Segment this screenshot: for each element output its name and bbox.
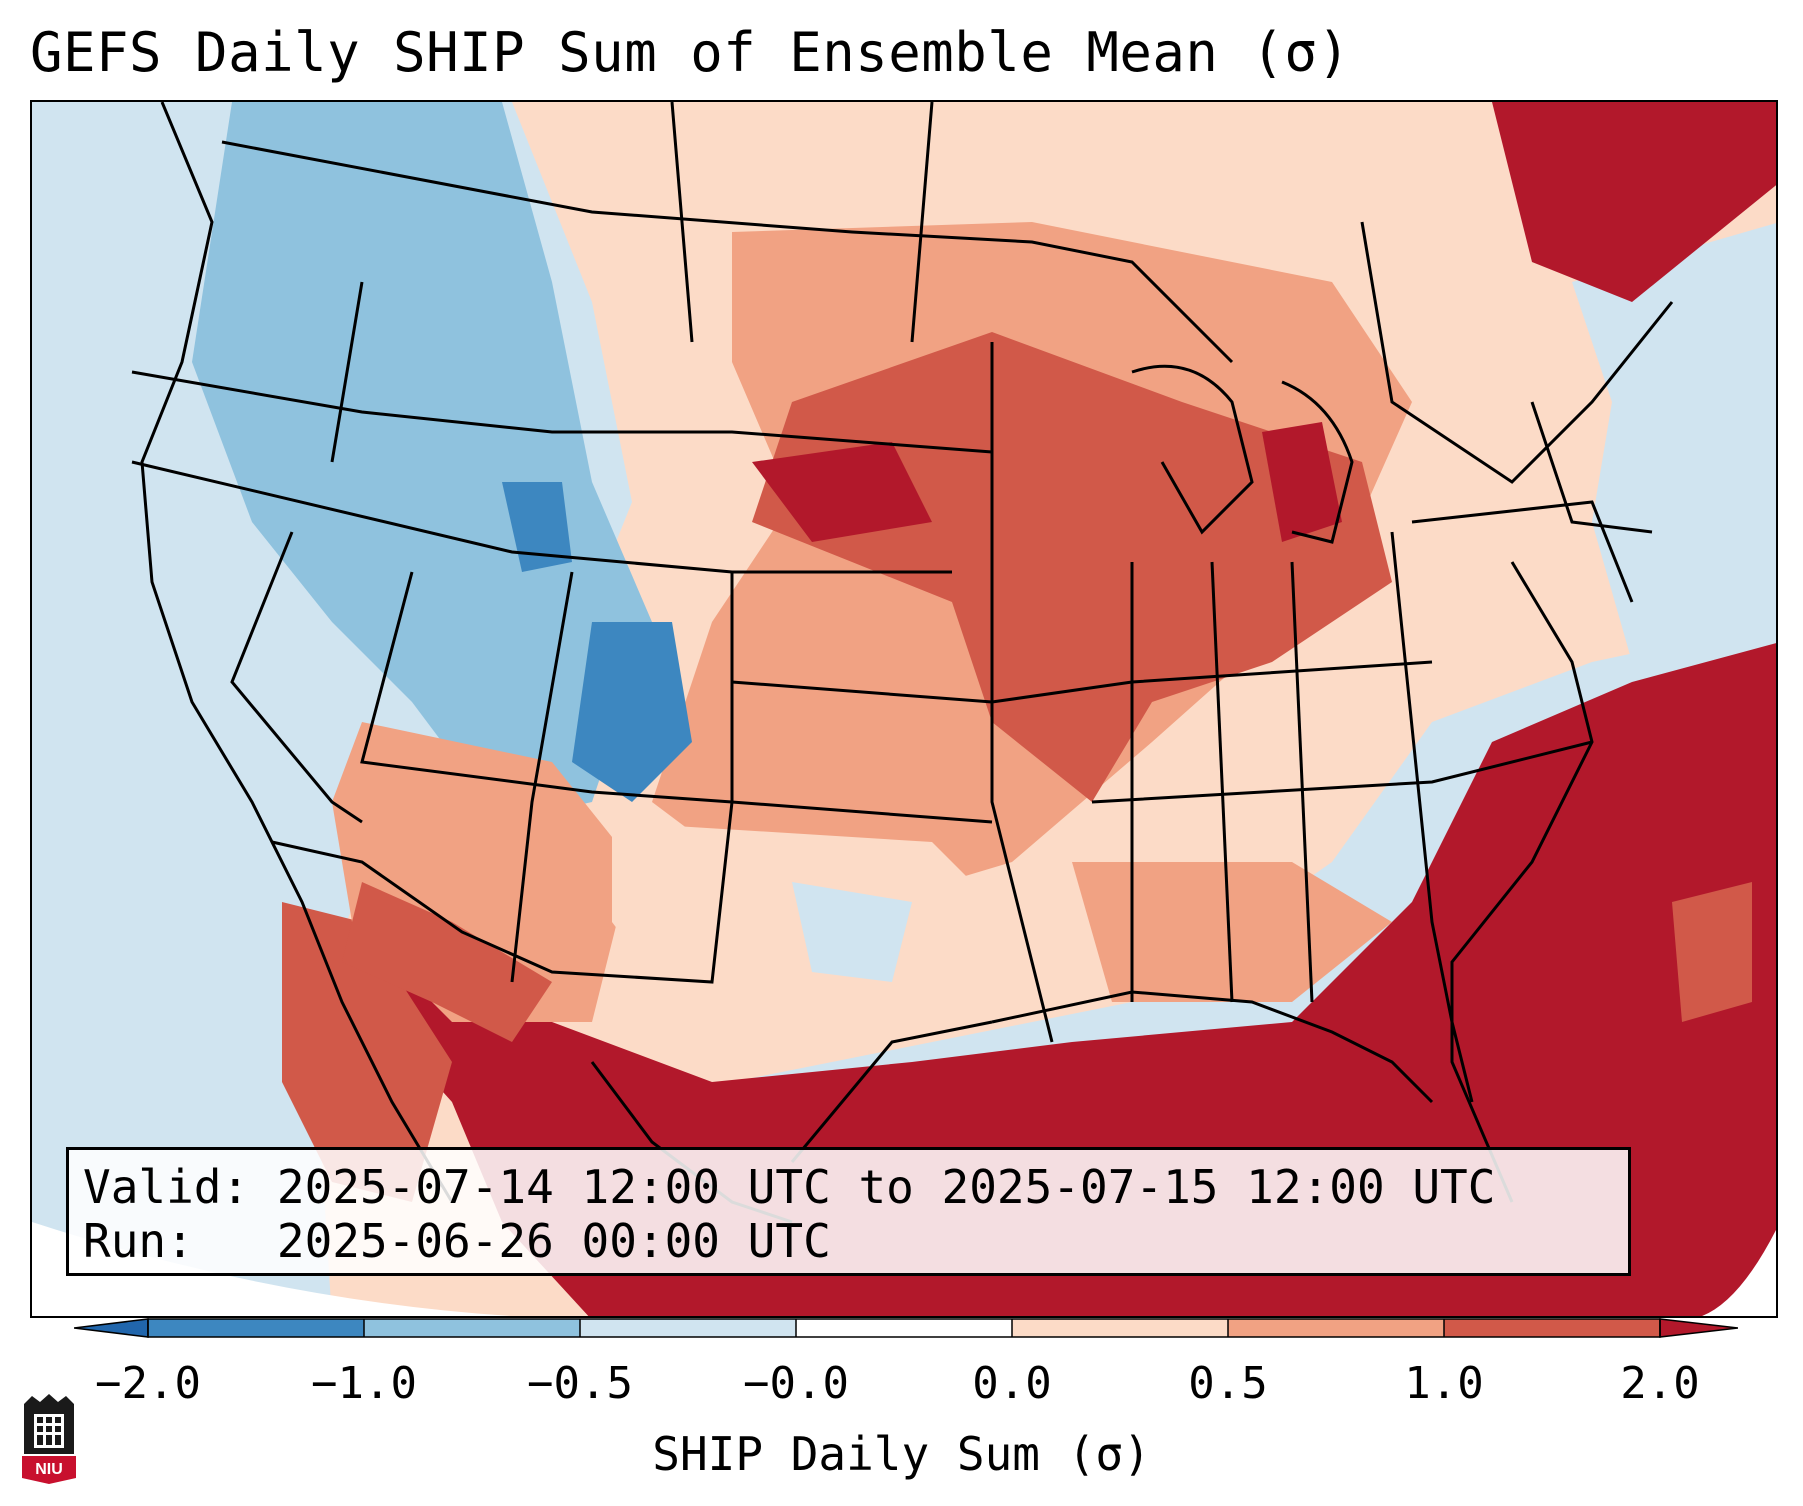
colorbar-tick: 2.0 [1620, 1358, 1700, 1409]
colorbar-label: SHIP Daily Sum (σ) [652, 1427, 1151, 1481]
map-title: GEFS Daily SHIP Sum of Ensemble Mean (σ) [30, 21, 1351, 84]
valid-label: Valid: [83, 1160, 250, 1214]
colorbar-segment-4 [796, 1319, 1012, 1337]
map-panel [30, 100, 1778, 1318]
valid-run-box: Valid: 2025-07-14 12:00 UTC to 2025-07-1… [66, 1147, 1631, 1276]
logo-text: NIU [35, 1461, 63, 1478]
niu-logo-icon: NIU [22, 1394, 76, 1484]
colorbar-tick: −2.0 [95, 1358, 201, 1409]
colorbar-tick: −0.0 [743, 1358, 849, 1409]
valid-value: 2025-07-14 12:00 UTC to 2025-07-15 12:00… [276, 1160, 1496, 1214]
run-line: Run: 2025-06-26 00:00 UTC [83, 1214, 1614, 1268]
shading-map [32, 102, 1776, 1316]
colorbar-tick: −0.5 [527, 1358, 633, 1409]
colorbar [74, 1318, 1738, 1338]
colorbar-tick: 0.0 [972, 1358, 1052, 1409]
colorbar-tick: 1.0 [1404, 1358, 1484, 1409]
colorbar-segment-3 [580, 1319, 796, 1337]
colorbar-extend-low [74, 1318, 149, 1338]
run-label: Run: [83, 1214, 194, 1268]
colorbar-segment-1 [148, 1319, 364, 1337]
colorbar-segment-5 [1012, 1319, 1228, 1337]
colorbar-extend-high [1659, 1318, 1738, 1338]
valid-line: Valid: 2025-07-14 12:00 UTC to 2025-07-1… [83, 1160, 1614, 1214]
colorbar-segment-6 [1228, 1319, 1444, 1337]
colorbar-tick: −1.0 [311, 1358, 417, 1409]
colorbar-segment-2 [364, 1319, 580, 1337]
colorbar-tick: 0.5 [1188, 1358, 1268, 1409]
run-value: 2025-06-26 00:00 UTC [276, 1214, 831, 1268]
boundaries [131, 102, 1674, 1224]
colorbar-segment-7 [1444, 1319, 1660, 1337]
